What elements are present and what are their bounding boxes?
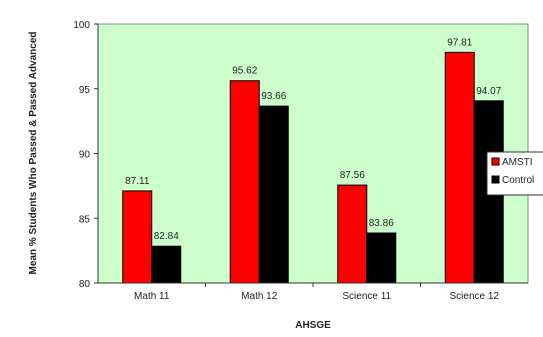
x-tick-label: Math 11 bbox=[134, 291, 170, 302]
data-label: 97.81 bbox=[447, 37, 472, 48]
y-tick-label: 95 bbox=[79, 85, 91, 96]
x-axis-title: AHSGE bbox=[295, 320, 331, 331]
data-label: 87.11 bbox=[125, 176, 150, 187]
y-tick-label: 100 bbox=[73, 20, 90, 31]
y-tick-label: 80 bbox=[79, 279, 91, 290]
x-axis: Math 11 Math 12 Science 11 Science 12 bbox=[98, 282, 528, 302]
bar-amsti-math-11 bbox=[122, 190, 153, 284]
bar-amsti-science-12 bbox=[444, 51, 475, 284]
data-label: 87.56 bbox=[340, 170, 365, 181]
legend-swatch bbox=[491, 175, 500, 184]
legend-label: AMSTI bbox=[502, 157, 533, 168]
bar-control-math-11 bbox=[151, 245, 182, 284]
bar-control-science-11 bbox=[366, 232, 397, 284]
x-tick-label: Science 12 bbox=[450, 291, 500, 302]
y-axis-title: Mean % Students Who Passed & Passed Adva… bbox=[28, 31, 39, 274]
data-label: 82.84 bbox=[154, 231, 179, 242]
y-axis: 80 85 90 95 100 bbox=[73, 20, 99, 290]
x-tick-label: Science 11 bbox=[342, 291, 391, 302]
y-tick-label: 90 bbox=[79, 150, 91, 161]
data-label: 94.07 bbox=[476, 86, 501, 97]
data-label: 95.62 bbox=[232, 66, 257, 77]
data-label: 93.66 bbox=[261, 91, 286, 102]
legend-label: Control bbox=[502, 175, 534, 186]
y-tick-label: 85 bbox=[79, 214, 91, 225]
legend: AMSTI Control bbox=[486, 151, 543, 196]
bar-amsti-science-11 bbox=[337, 184, 368, 284]
bar-control-math-12 bbox=[258, 105, 289, 284]
bars-group: 87.11 82.84 95.62 93.66 87.56 83.86 97.81 94.07 bbox=[122, 37, 504, 284]
bar-amsti-math-12 bbox=[229, 80, 260, 284]
legend-swatch bbox=[491, 157, 500, 166]
data-label: 83.86 bbox=[369, 218, 394, 229]
x-tick-label: Math 12 bbox=[241, 291, 278, 302]
